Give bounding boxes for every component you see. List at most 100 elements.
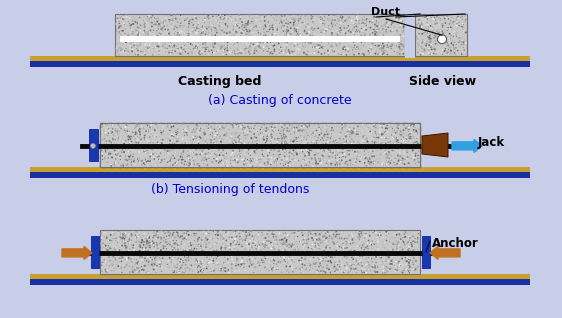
- Circle shape: [169, 44, 171, 46]
- Circle shape: [447, 52, 448, 53]
- Circle shape: [265, 40, 267, 42]
- Circle shape: [178, 162, 179, 163]
- Circle shape: [90, 143, 96, 149]
- Circle shape: [414, 148, 415, 149]
- Circle shape: [145, 246, 147, 248]
- Circle shape: [135, 271, 136, 272]
- Circle shape: [235, 38, 237, 39]
- Circle shape: [386, 259, 387, 261]
- Circle shape: [283, 254, 284, 255]
- Circle shape: [400, 162, 401, 163]
- Circle shape: [374, 255, 375, 256]
- Circle shape: [388, 245, 390, 247]
- Circle shape: [231, 256, 233, 258]
- Circle shape: [153, 142, 154, 143]
- Circle shape: [128, 135, 129, 136]
- Circle shape: [123, 15, 124, 16]
- Circle shape: [134, 245, 137, 247]
- Circle shape: [343, 27, 345, 29]
- Circle shape: [280, 243, 282, 245]
- Circle shape: [229, 144, 231, 145]
- Circle shape: [287, 162, 289, 164]
- Circle shape: [168, 150, 169, 151]
- Circle shape: [300, 18, 301, 19]
- Circle shape: [308, 149, 310, 150]
- Circle shape: [223, 252, 225, 253]
- Circle shape: [419, 27, 420, 28]
- Circle shape: [361, 249, 362, 250]
- Circle shape: [272, 162, 273, 164]
- Circle shape: [353, 41, 355, 43]
- Circle shape: [228, 259, 229, 260]
- Circle shape: [196, 137, 197, 139]
- Circle shape: [365, 22, 366, 23]
- Circle shape: [143, 232, 146, 234]
- Circle shape: [397, 38, 398, 39]
- Circle shape: [354, 242, 355, 243]
- Circle shape: [230, 130, 232, 131]
- Circle shape: [364, 150, 365, 152]
- Circle shape: [447, 29, 448, 30]
- Circle shape: [360, 54, 361, 55]
- Circle shape: [144, 264, 145, 265]
- Circle shape: [182, 161, 183, 162]
- Circle shape: [300, 261, 301, 263]
- Circle shape: [171, 27, 173, 28]
- Circle shape: [117, 140, 119, 141]
- Circle shape: [119, 140, 120, 142]
- Circle shape: [309, 251, 310, 252]
- Circle shape: [187, 165, 188, 166]
- Circle shape: [150, 156, 151, 157]
- Circle shape: [237, 250, 238, 251]
- Circle shape: [434, 17, 436, 18]
- Circle shape: [416, 26, 417, 28]
- Circle shape: [138, 44, 139, 45]
- Circle shape: [134, 261, 135, 262]
- Circle shape: [251, 264, 253, 265]
- Circle shape: [412, 148, 414, 150]
- Circle shape: [347, 264, 348, 266]
- Circle shape: [252, 22, 253, 23]
- Circle shape: [186, 257, 187, 259]
- Circle shape: [262, 271, 263, 273]
- Circle shape: [232, 36, 233, 37]
- Circle shape: [142, 163, 143, 165]
- Circle shape: [232, 149, 233, 150]
- Circle shape: [203, 47, 205, 48]
- Circle shape: [161, 251, 162, 253]
- Circle shape: [171, 14, 173, 16]
- Circle shape: [328, 50, 330, 51]
- Circle shape: [232, 237, 233, 238]
- Circle shape: [419, 43, 420, 44]
- Circle shape: [264, 256, 265, 257]
- Circle shape: [382, 143, 383, 144]
- Circle shape: [306, 165, 307, 166]
- Circle shape: [307, 237, 308, 238]
- Circle shape: [193, 48, 194, 50]
- Circle shape: [132, 33, 134, 35]
- Circle shape: [386, 231, 387, 233]
- Circle shape: [239, 139, 241, 141]
- Circle shape: [378, 42, 379, 44]
- Circle shape: [431, 47, 432, 48]
- Circle shape: [310, 165, 311, 166]
- Circle shape: [416, 125, 417, 127]
- Circle shape: [197, 52, 198, 53]
- Circle shape: [157, 23, 158, 24]
- Circle shape: [126, 164, 128, 166]
- Circle shape: [255, 52, 256, 54]
- Circle shape: [280, 241, 281, 242]
- Circle shape: [261, 149, 263, 151]
- Circle shape: [342, 35, 343, 36]
- Circle shape: [227, 28, 228, 29]
- Circle shape: [285, 164, 287, 166]
- Circle shape: [107, 128, 110, 130]
- Circle shape: [199, 31, 200, 32]
- Circle shape: [374, 242, 376, 244]
- Circle shape: [350, 136, 351, 137]
- Circle shape: [230, 243, 232, 245]
- Circle shape: [214, 269, 215, 270]
- Circle shape: [121, 33, 123, 34]
- Circle shape: [156, 249, 157, 250]
- Circle shape: [167, 138, 168, 139]
